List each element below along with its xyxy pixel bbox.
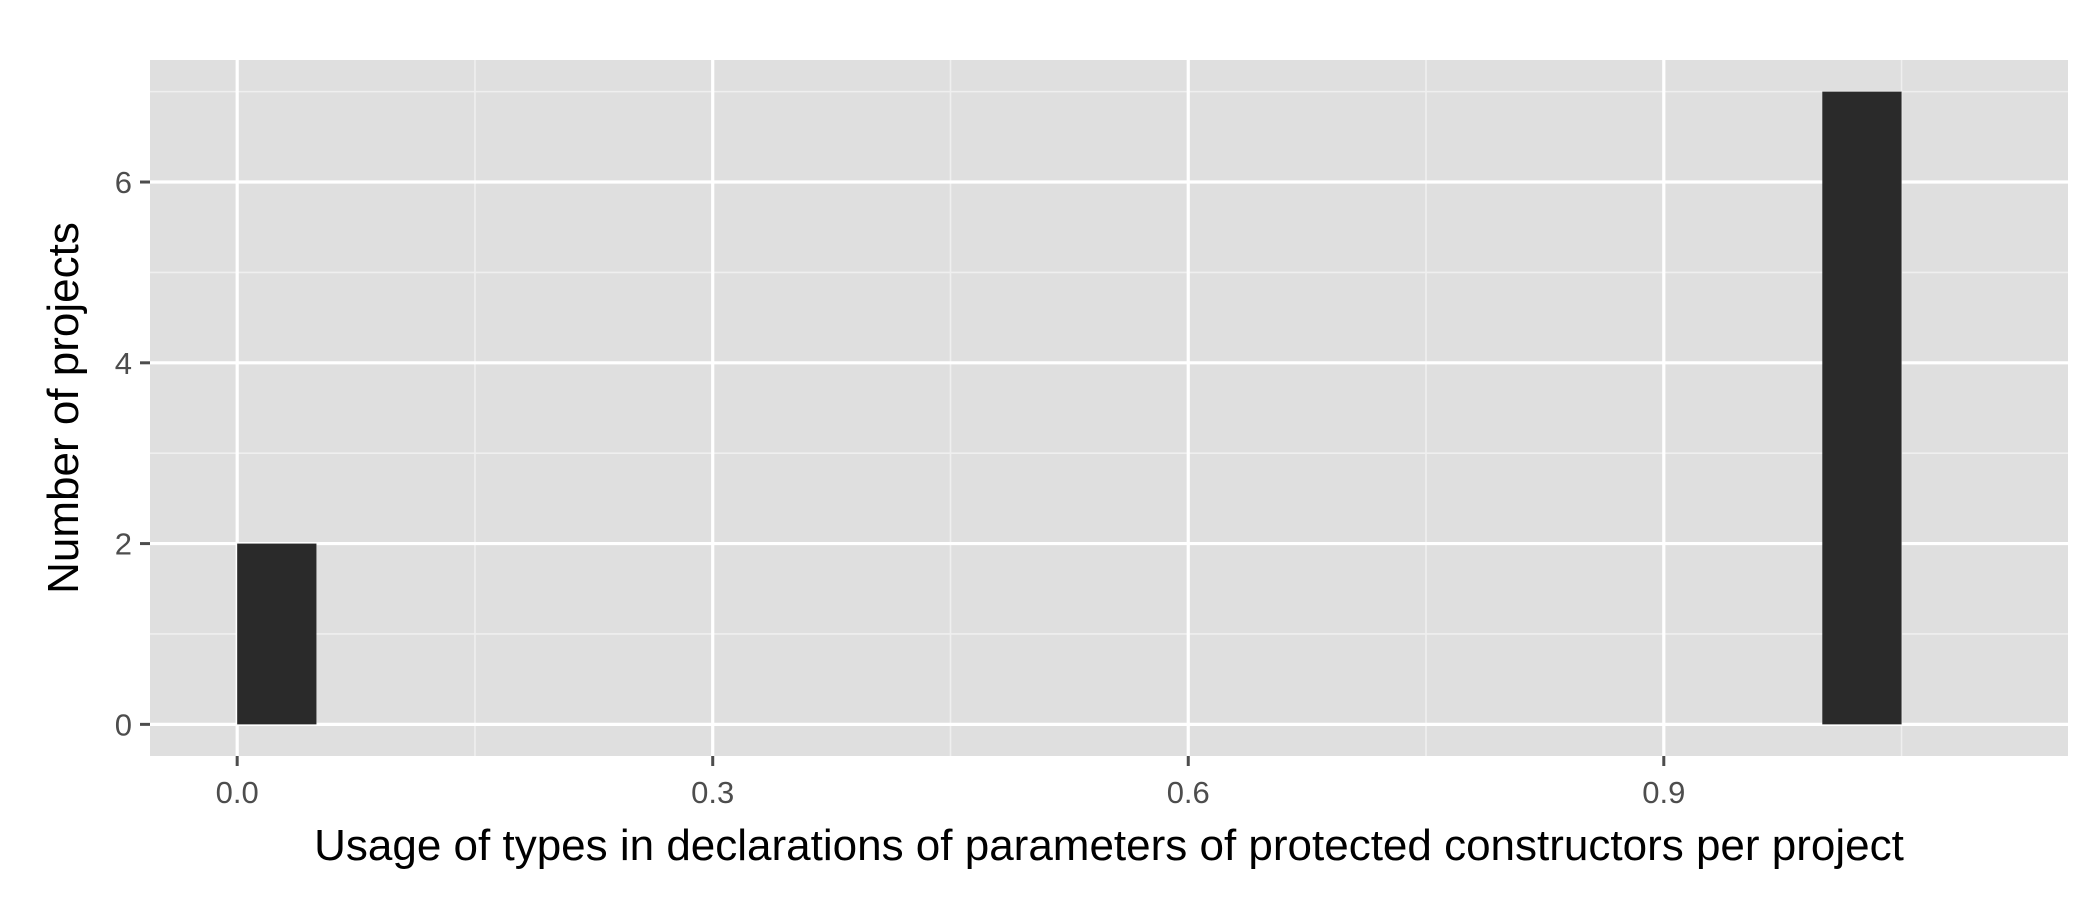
x-tick-label: 0.6 xyxy=(1167,775,1210,810)
histogram-bar xyxy=(237,543,317,725)
histogram-bars xyxy=(237,91,1902,725)
y-axis-title: Number of projects xyxy=(39,222,88,594)
major-gridlines xyxy=(150,60,2068,756)
x-tick-label: 0.3 xyxy=(691,775,734,810)
x-tick-label: 0.9 xyxy=(1642,775,1685,810)
histogram-bar xyxy=(1822,91,1902,725)
plot-panel xyxy=(150,60,2068,756)
y-tick-label: 6 xyxy=(115,165,132,200)
x-axis-title: Usage of types in declarations of parame… xyxy=(314,821,1904,870)
x-tick-label: 0.0 xyxy=(216,775,259,810)
y-tick-label: 4 xyxy=(115,346,132,381)
x-axis: 0.0 0.3 0.6 0.9 xyxy=(216,756,1685,810)
y-axis: 0 2 4 6 xyxy=(115,165,150,742)
y-tick-label: 2 xyxy=(115,527,132,562)
y-tick-label: 0 xyxy=(115,707,132,742)
